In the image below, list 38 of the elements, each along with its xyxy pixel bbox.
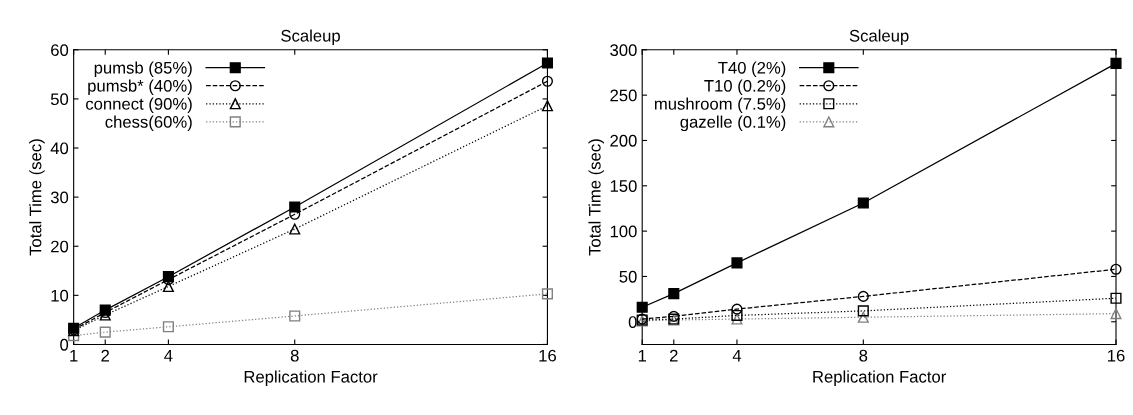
legend-label: chess(60%) <box>105 115 192 132</box>
legend-label: pumsb (85%) <box>94 61 192 77</box>
y-tick-label: 150 <box>610 180 637 192</box>
x-tick-label: 8 <box>859 349 868 362</box>
chart-title: Scaleup <box>281 29 340 45</box>
y-axis-title: Total Time (sec) <box>588 139 604 256</box>
y-axis-title: Total Time (sec) <box>29 139 45 256</box>
legend-label: gazelle (0.1%) <box>680 115 786 132</box>
legend-label: T10 (0.2%) <box>704 79 786 96</box>
y-tick-label: 50 <box>50 93 69 106</box>
legend-label: connect (90%) <box>86 97 192 114</box>
y-tick-label: 0 <box>628 316 637 328</box>
legend-label: mushroom (7.5%) <box>654 97 786 114</box>
x-tick-label: 1 <box>70 349 78 362</box>
y-tick-label: 50 <box>619 270 637 283</box>
x-axis-title: Replication Factor <box>813 370 946 386</box>
x-tick-label: 16 <box>539 349 556 362</box>
y-tick-label: 300 <box>610 44 637 56</box>
y-tick-label: 0 <box>60 338 69 351</box>
y-tick-label: 200 <box>610 134 637 147</box>
y-tick-label: 40 <box>50 142 69 155</box>
x-tick-label: 16 <box>1108 349 1125 362</box>
legend-label: T40 (2%) <box>718 61 786 77</box>
y-tick-label: 250 <box>610 89 637 102</box>
x-tick-label: 2 <box>101 349 110 362</box>
y-tick-label: 60 <box>51 44 69 56</box>
y-tick-label: 100 <box>610 225 637 238</box>
x-tick-label: 1 <box>638 349 647 362</box>
legend-label: pumsb* (40%) <box>88 79 192 96</box>
x-tick-label: 4 <box>164 349 173 362</box>
x-tick-label: 8 <box>290 349 299 362</box>
y-tick-label: 10 <box>51 289 69 302</box>
y-tick-label: 30 <box>50 191 69 204</box>
x-axis-title: Replication Factor <box>244 370 378 386</box>
x-tick-label: 2 <box>670 349 678 362</box>
y-tick-label: 20 <box>51 240 69 253</box>
x-tick-label: 4 <box>732 349 742 362</box>
chart-title: Scaleup <box>849 29 909 45</box>
